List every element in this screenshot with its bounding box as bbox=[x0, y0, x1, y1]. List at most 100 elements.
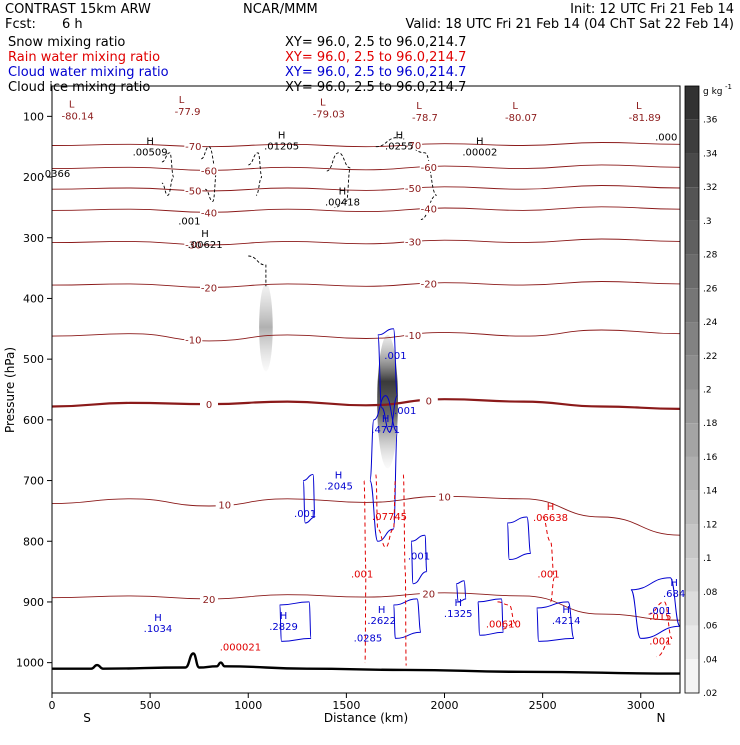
max-marker: H bbox=[335, 470, 343, 481]
contour-value-label: .015 bbox=[649, 612, 671, 623]
temperature-contour-label: -60 bbox=[201, 166, 217, 177]
min-value-label: -77.9 bbox=[175, 107, 201, 118]
max-marker: H bbox=[201, 229, 209, 240]
temperature-contour-m70 bbox=[52, 142, 680, 148]
temperature-contour-label: -20 bbox=[201, 284, 217, 295]
temperature-label-bg bbox=[419, 394, 438, 406]
y-tick-label: 800 bbox=[23, 535, 44, 548]
colorbar-swatch bbox=[685, 423, 699, 457]
max-value-label: .2829 bbox=[269, 622, 298, 633]
temperature-contour-label: 0 bbox=[426, 396, 432, 407]
colorbar-swatch bbox=[685, 490, 699, 525]
colorbar-tick-label: .36 bbox=[703, 116, 718, 126]
contour-value-label: .001 bbox=[178, 216, 200, 227]
x-tick-label: 1500 bbox=[332, 699, 360, 712]
temperature-contour-label: -30 bbox=[405, 238, 421, 249]
rain-contour bbox=[402, 474, 407, 667]
field-cloud-ice-xy: XY= 96.0, 2.5 to 96.0,214.7 bbox=[285, 80, 466, 95]
max-value-label: .1034 bbox=[144, 624, 173, 635]
temperature-contour-label: -50 bbox=[185, 186, 201, 197]
colorbar: g kg -1 .36 .34 .32 .3 .28 .26 .24 .22 .2 .18 .16.… bbox=[684, 83, 732, 699]
contour-value-label: .00610 bbox=[486, 619, 521, 630]
temperature-label-bg bbox=[200, 592, 218, 604]
y-tick-label: 500 bbox=[23, 353, 44, 366]
max-marker: H bbox=[396, 130, 404, 141]
min-marker: L bbox=[69, 99, 75, 110]
terrain-line bbox=[52, 652, 680, 675]
colorbar-tick-label: .32 bbox=[703, 183, 717, 193]
max-marker: H bbox=[454, 598, 462, 609]
max-value-label: .4214 bbox=[552, 616, 581, 627]
max-value-label: .00418 bbox=[325, 197, 360, 208]
org-label: NCAR/MMM bbox=[243, 2, 318, 17]
colorbar-tick-label: .1 bbox=[703, 554, 712, 564]
contour-value-label: .001 bbox=[351, 570, 373, 581]
temperature-label-bg bbox=[419, 202, 438, 214]
min-marker: L bbox=[320, 97, 326, 108]
field-rain: Rain water mixing ratio bbox=[8, 50, 160, 65]
x-tick-label: 1000 bbox=[234, 699, 262, 712]
contour-value-label: .0366 bbox=[42, 169, 71, 180]
temperature-contour-label: 0 bbox=[206, 400, 212, 411]
contour-value-label: .001 bbox=[649, 636, 671, 647]
fcst-label: Fcst: bbox=[5, 17, 36, 32]
colorbar-tick-label: .34 bbox=[703, 149, 718, 159]
y-tick-label: 400 bbox=[23, 292, 44, 305]
contour-value-label: .001 bbox=[537, 570, 559, 581]
temperature-contour-label: -10 bbox=[405, 331, 421, 342]
max-value-label: .0255 bbox=[385, 141, 414, 152]
temperature-contour-0 bbox=[52, 398, 680, 410]
temperature-contour-label: 10 bbox=[218, 501, 231, 512]
max-value-label: .4771 bbox=[371, 425, 400, 436]
x-end-label-south: S bbox=[83, 711, 91, 725]
y-tick-label: 700 bbox=[23, 475, 44, 488]
y-tick-label: 600 bbox=[23, 414, 44, 427]
max-value-label: .01205 bbox=[264, 141, 299, 152]
colorbar-unit: g kg bbox=[703, 87, 723, 97]
temperature-contour-m40 bbox=[52, 206, 680, 213]
contour-value-label: .07745 bbox=[372, 512, 407, 523]
temperature-contour-label: -50 bbox=[405, 184, 421, 195]
x-tick-label: 2500 bbox=[529, 699, 557, 712]
rain-contour bbox=[363, 480, 367, 664]
contour-value-label: .001 bbox=[394, 406, 416, 417]
min-value-label: -80.07 bbox=[505, 113, 537, 124]
rain-contour bbox=[497, 601, 516, 630]
temperature-contour-label: -10 bbox=[185, 335, 201, 346]
colorbar-tick-label: .22 bbox=[703, 352, 717, 362]
temperature-contour-m30 bbox=[52, 238, 680, 246]
temperature-label-bg bbox=[404, 235, 423, 247]
fcst-value: 6 h bbox=[62, 17, 83, 32]
temperature-label-bg bbox=[200, 164, 218, 176]
colorbar-tick-label: .18 bbox=[703, 419, 718, 429]
x-tick-label: 3000 bbox=[627, 699, 655, 712]
colorbar-swatch bbox=[685, 389, 699, 424]
cloud-water-contour bbox=[410, 534, 428, 585]
x-tick-label: 2000 bbox=[431, 699, 459, 712]
max-value-label: .06638 bbox=[533, 513, 568, 524]
temperature-contour-label: -30 bbox=[185, 240, 201, 251]
min-marker: L bbox=[636, 101, 642, 112]
temperature-label-bg bbox=[184, 333, 203, 345]
colorbar-swatch bbox=[685, 456, 699, 491]
valid-time: Valid: 18 UTC Fri 21 Feb 14 (04 ChT Sat … bbox=[405, 17, 734, 32]
axes: 0 500 1000 1500 2000 2500 30001002003004005006… bbox=[16, 110, 655, 712]
temperature-label-bg bbox=[419, 160, 438, 172]
min-value-label: -78.7 bbox=[412, 113, 438, 124]
x-axis-label: Distance (km) bbox=[324, 711, 408, 725]
temperature-contour-label: 20 bbox=[422, 590, 435, 601]
temperature-contour-10 bbox=[52, 495, 680, 536]
cloud-water-contour bbox=[455, 580, 467, 603]
max-marker: H bbox=[378, 605, 386, 616]
temperature-contour-m60 bbox=[52, 164, 680, 171]
min-marker: L bbox=[416, 101, 422, 112]
max-value-label: .1325 bbox=[444, 609, 473, 620]
cloud-water-contour bbox=[279, 601, 312, 642]
min-value-label: -79.03 bbox=[313, 109, 345, 120]
colorbar-swatch bbox=[685, 288, 699, 323]
field-cloud-ice: Cloud ice mixing ratio bbox=[8, 80, 150, 95]
field-rain-xy: XY= 96.0, 2.5 to 96.0,214.7 bbox=[285, 50, 466, 65]
colorbar-swatch bbox=[685, 254, 699, 289]
colorbar-swatch bbox=[685, 558, 699, 592]
